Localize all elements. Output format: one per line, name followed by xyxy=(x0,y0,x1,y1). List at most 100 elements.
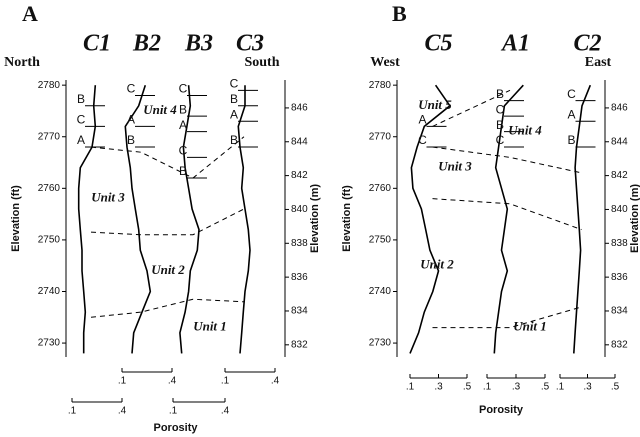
x-tick-label: .1 xyxy=(556,382,565,393)
side-label: North xyxy=(4,55,40,70)
unit-label: Unit 4 xyxy=(508,123,542,138)
y-tick-label: 2740 xyxy=(369,286,392,297)
x-tick-label: .3 xyxy=(583,382,592,393)
well-name: C3 xyxy=(236,31,264,57)
marker-label: C xyxy=(230,76,239,90)
porosity-log xyxy=(77,85,97,354)
marker-label: C xyxy=(77,113,86,127)
x-tick-label: .5 xyxy=(611,382,620,393)
y-tick-label: 2760 xyxy=(369,183,392,194)
y-tick-label: 2770 xyxy=(38,131,61,142)
x-tick-label: .3 xyxy=(434,382,443,393)
y-axis-label: Elevation (ft) xyxy=(10,185,22,252)
x-tick-label: .1 xyxy=(483,382,492,393)
marker-label: B xyxy=(496,118,504,132)
y2-tick-label: 832 xyxy=(291,339,308,350)
marker-label: B xyxy=(77,92,85,106)
y2-tick-label: 834 xyxy=(611,306,628,317)
y2-tick-label: 834 xyxy=(291,306,308,317)
marker-label: C xyxy=(179,144,188,158)
panel-label: B xyxy=(392,1,407,26)
well-name: A1 xyxy=(500,31,530,57)
porosity-log xyxy=(573,84,592,354)
unit-label: Unit 3 xyxy=(91,190,125,205)
porosity-log xyxy=(179,85,200,354)
marker-label: C xyxy=(418,133,427,147)
unit-label: Unit 5 xyxy=(418,97,452,112)
marker-label: A xyxy=(418,113,426,127)
y2-tick-label: 842 xyxy=(291,170,308,181)
y-tick-label: 2750 xyxy=(38,235,61,246)
y-tick-label: 2770 xyxy=(369,131,392,142)
x-tick-label: .1 xyxy=(221,376,230,387)
unit-label: Unit 3 xyxy=(438,159,472,174)
y2-tick-label: 844 xyxy=(611,136,628,147)
marker-label: B xyxy=(496,87,504,101)
marker-label: A xyxy=(567,107,575,121)
porosity-log xyxy=(124,84,152,354)
y2-tick-label: 842 xyxy=(611,170,628,181)
correlation-line xyxy=(432,306,582,329)
y2-tick-label: 838 xyxy=(291,238,308,249)
marker-label: A xyxy=(127,113,135,127)
x-tick-label: .3 xyxy=(512,382,521,393)
y-axis-label: Elevation (ft) xyxy=(341,185,353,252)
marker-label: C xyxy=(496,133,505,147)
unit-label: Unit 1 xyxy=(513,319,547,334)
y2-tick-label: 840 xyxy=(291,204,308,215)
y2-tick-label: 832 xyxy=(611,339,628,350)
marker-label: B xyxy=(179,102,187,116)
x-tick-label: .4 xyxy=(118,406,127,417)
x-axis-label: Porosity xyxy=(153,422,198,434)
x-tick-label: .1 xyxy=(68,406,77,417)
y-tick-label: 2750 xyxy=(369,235,392,246)
y2-tick-label: 836 xyxy=(611,272,628,283)
side-label: West xyxy=(370,55,400,70)
marker-label: B xyxy=(567,133,575,147)
porosity-log xyxy=(409,84,451,354)
marker-label: C xyxy=(496,102,505,116)
marker-label: A xyxy=(77,133,85,147)
x-tick-label: .4 xyxy=(271,376,280,387)
y2-tick-label: 846 xyxy=(291,103,308,114)
marker-label: B xyxy=(127,133,135,147)
x-tick-label: .5 xyxy=(541,382,550,393)
correlation-line xyxy=(90,298,245,318)
marker-label: B xyxy=(179,164,187,178)
correlation-line xyxy=(432,198,582,231)
y2-tick-label: 836 xyxy=(291,272,308,283)
y-tick-label: 2780 xyxy=(38,80,61,91)
marker-label: B xyxy=(230,133,238,147)
x-tick-label: .4 xyxy=(221,406,230,417)
y2-axis-label: Elevation (m) xyxy=(309,184,321,253)
y2-tick-label: 844 xyxy=(291,136,308,147)
x-tick-label: .5 xyxy=(463,382,472,393)
y-tick-label: 2780 xyxy=(369,80,392,91)
y-tick-label: 2730 xyxy=(38,338,61,349)
y-tick-label: 2730 xyxy=(369,338,392,349)
marker-label: C xyxy=(179,82,188,96)
y2-axis-label: Elevation (m) xyxy=(629,184,640,253)
y2-tick-label: 846 xyxy=(611,103,628,114)
x-tick-label: .1 xyxy=(118,376,127,387)
marker-label: B xyxy=(230,92,238,106)
x-tick-label: .1 xyxy=(169,406,178,417)
y-tick-label: 2760 xyxy=(38,183,61,194)
correlation-line xyxy=(90,208,245,236)
porosity-log xyxy=(237,85,251,354)
well-name: C1 xyxy=(83,31,111,57)
marker-label: A xyxy=(230,107,238,121)
marker-label: A xyxy=(179,118,187,132)
correlation-line xyxy=(432,146,582,174)
well-name: B2 xyxy=(132,31,161,57)
unit-label: Unit 2 xyxy=(420,257,454,272)
well-name: C2 xyxy=(573,31,601,57)
x-axis-label: Porosity xyxy=(479,404,524,416)
unit-label: Unit 2 xyxy=(151,262,185,277)
marker-label: C xyxy=(127,82,136,96)
side-label: East xyxy=(585,55,612,70)
marker-label: C xyxy=(567,87,576,101)
unit-label: Unit 4 xyxy=(143,102,177,117)
unit-label: Unit 1 xyxy=(193,319,227,334)
y-tick-label: 2740 xyxy=(38,286,61,297)
